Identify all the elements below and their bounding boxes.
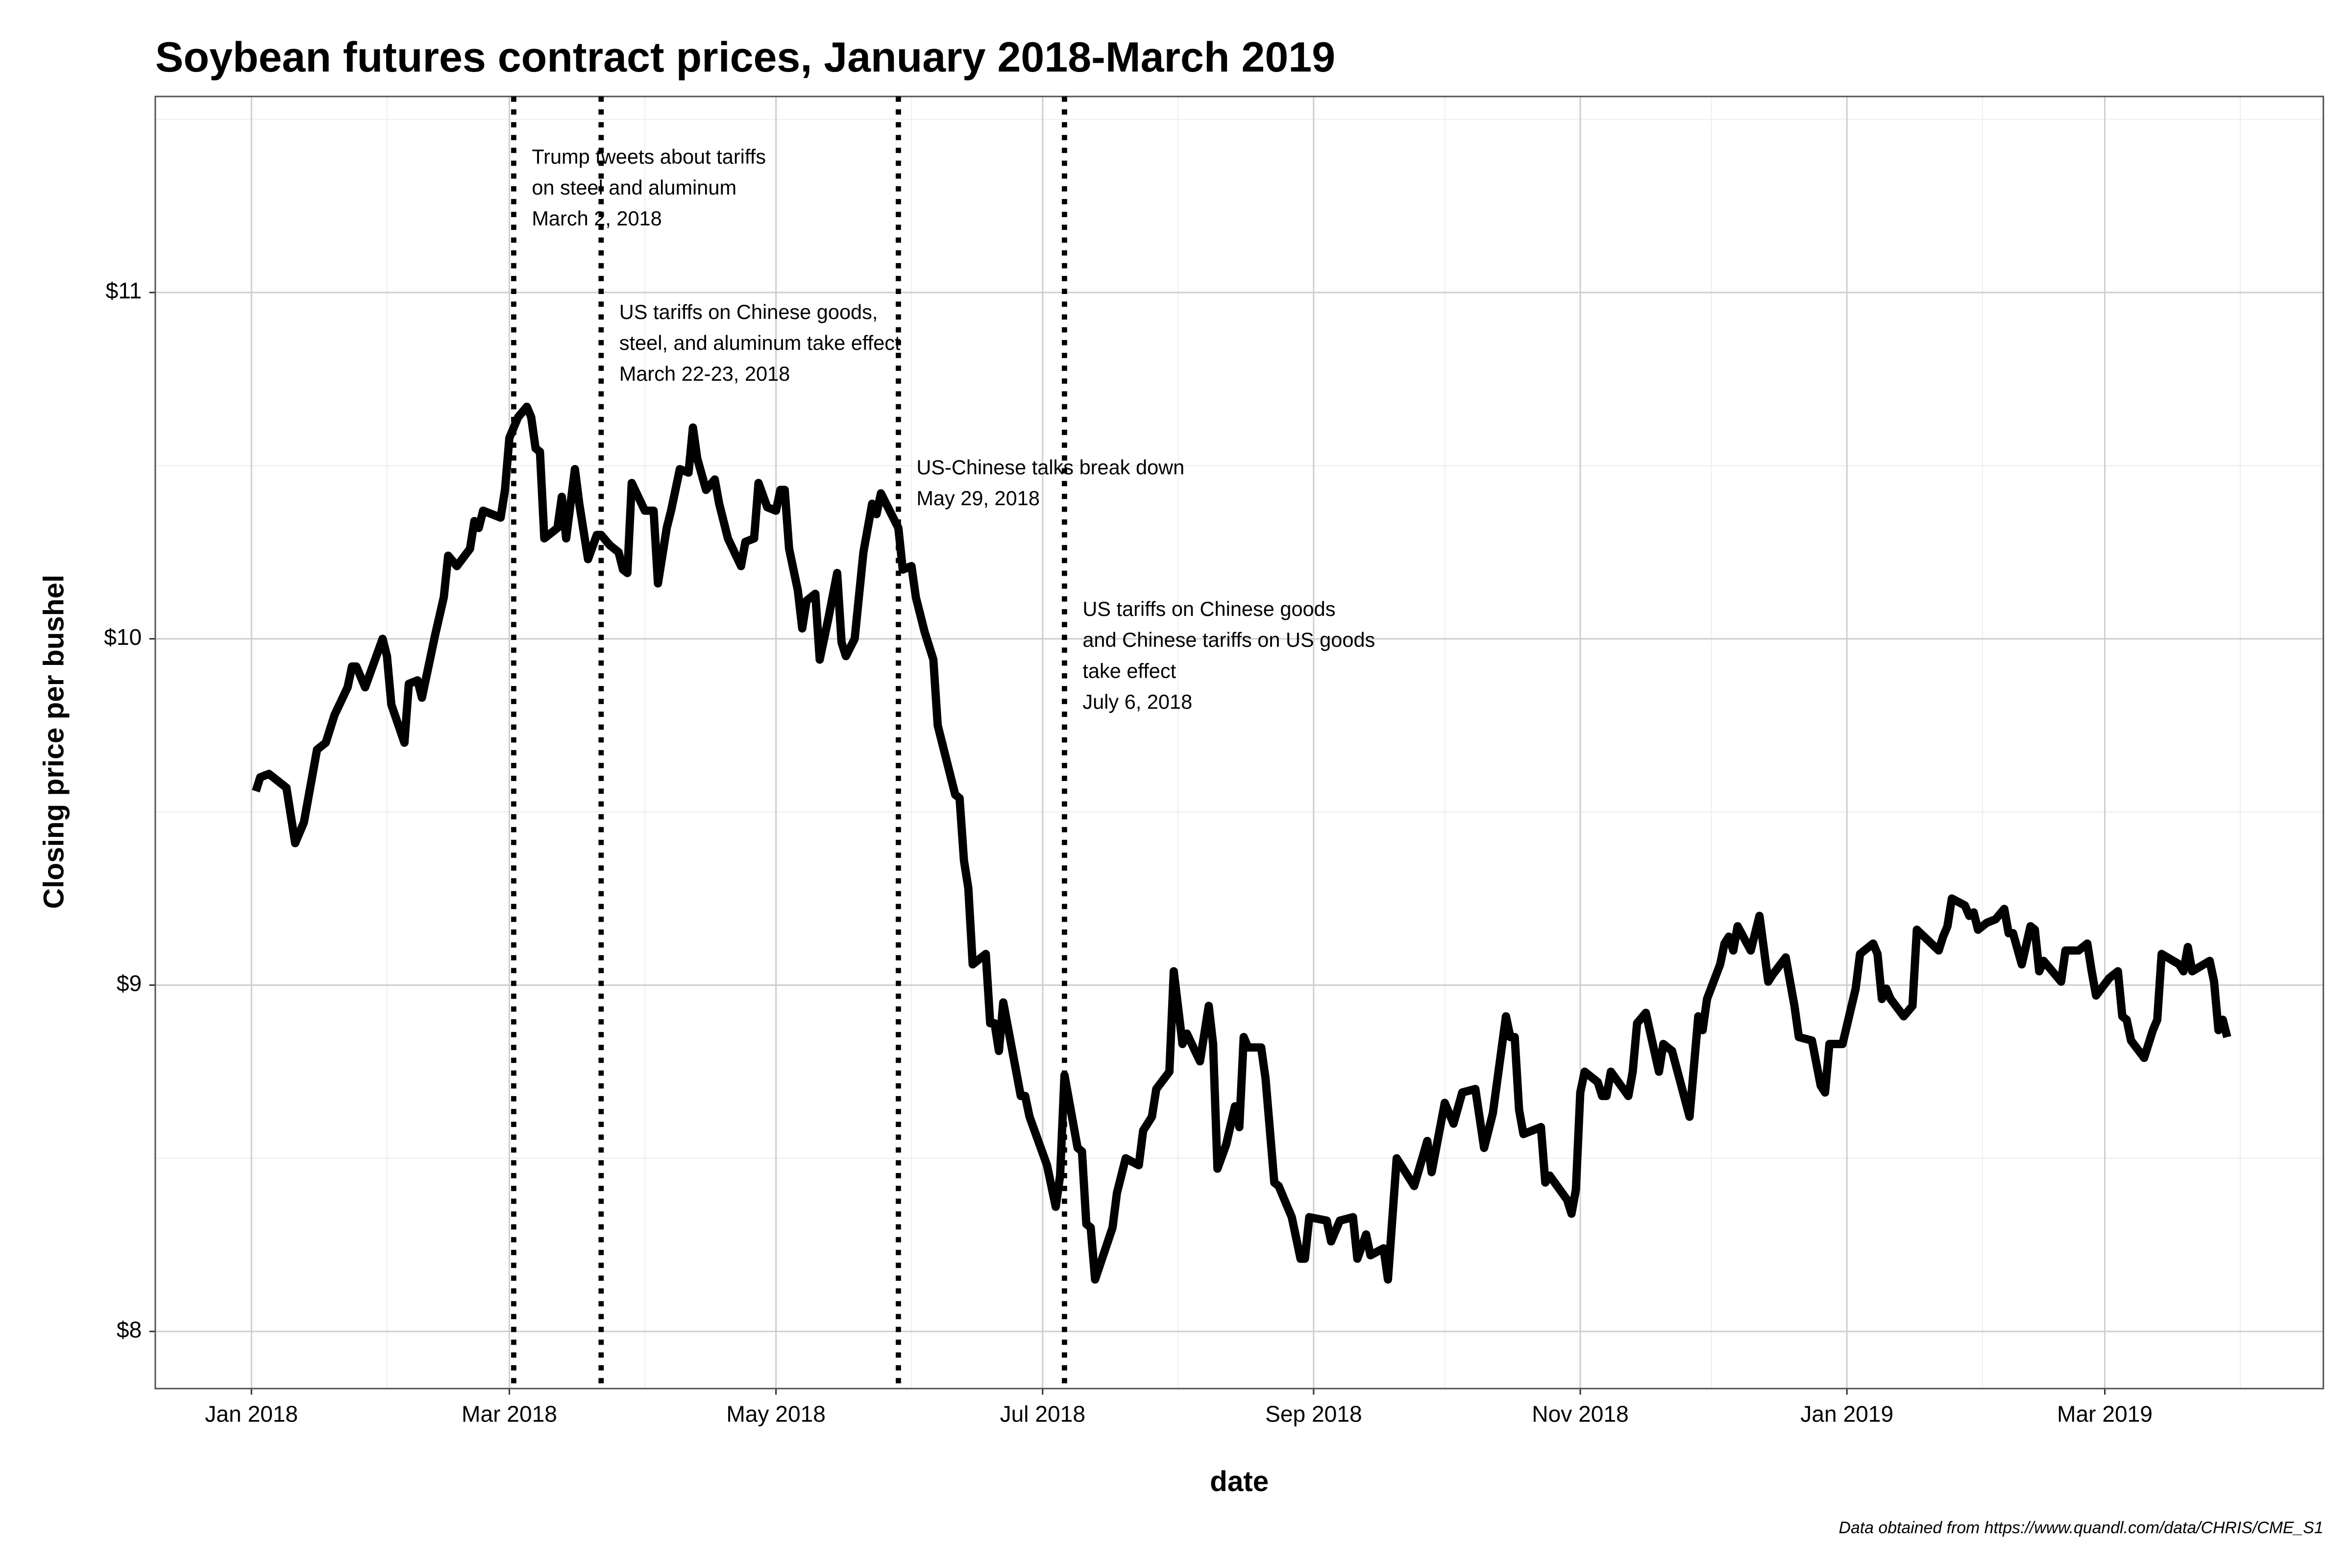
y-tick-label: $8 — [117, 1317, 142, 1342]
y-tick-label: $11 — [106, 278, 142, 303]
event-annotation: July 6, 2018 — [1082, 690, 1192, 713]
x-tick-label: Mar 2019 — [2057, 1401, 2153, 1426]
event-annotation: Trump tweets about tariffs — [532, 145, 766, 168]
event-annotation: take effect — [1082, 659, 1176, 682]
event-annotation: steel, and aluminum take effect — [619, 331, 901, 354]
plot-border — [154, 96, 2325, 1390]
event-annotation: US tariffs on Chinese goods — [1082, 597, 1335, 620]
event-annotation: and Chinese tariffs on US goods — [1082, 628, 1375, 651]
x-tick-label: Sep 2018 — [1265, 1401, 1362, 1426]
event-annotation: US-Chinese talks break down — [916, 456, 1184, 479]
x-tick-label: Jan 2019 — [1800, 1401, 1893, 1426]
x-tick-label: May 2018 — [726, 1401, 826, 1426]
price-line — [252, 402, 2231, 1284]
event-annotation: US tariffs on Chinese goods, — [619, 300, 878, 323]
y-tick-label: $9 — [117, 971, 142, 996]
x-axis-label: date — [1210, 1466, 1269, 1497]
caption: Data obtained from https://www.quandl.co… — [1839, 1519, 2324, 1537]
event-annotation: on steel and aluminum — [532, 176, 736, 199]
x-tick-label: Jan 2018 — [205, 1401, 298, 1426]
y-tick-label: $10 — [104, 624, 142, 650]
x-tick-label: Nov 2018 — [1532, 1401, 1629, 1426]
y-axis-label: Closing price per bushel — [38, 575, 70, 909]
x-tick-label: Jul 2018 — [1000, 1401, 1085, 1426]
chart-title: Soybean futures contract prices, January… — [155, 34, 1335, 81]
event-annotation: March 22-23, 2018 — [619, 362, 790, 385]
event-annotation: May 29, 2018 — [916, 487, 1040, 510]
event-annotation: March 2, 2018 — [532, 207, 662, 230]
x-tick-label: Mar 2018 — [462, 1401, 557, 1426]
